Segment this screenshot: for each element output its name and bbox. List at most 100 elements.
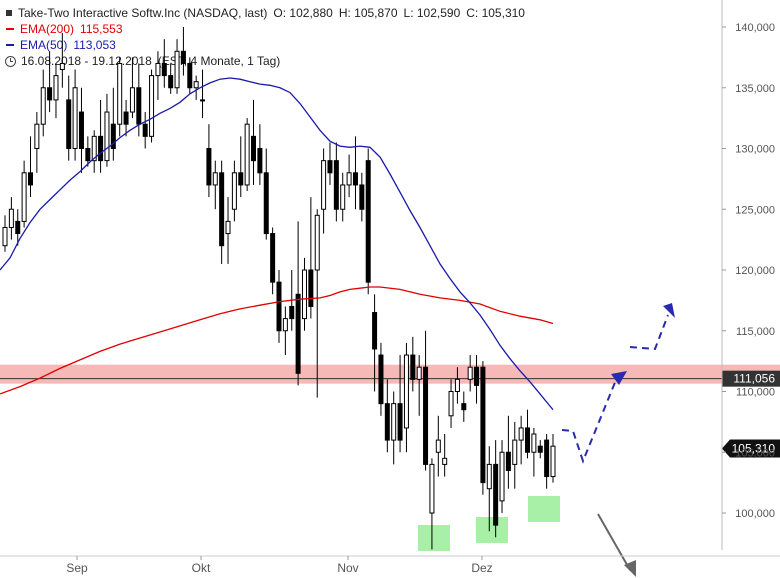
candle-body	[391, 403, 397, 441]
candle-body	[149, 75, 155, 137]
projection-path-2	[629, 314, 669, 351]
candle-body	[333, 160, 339, 210]
resistance-band: 111,056 105,310	[0, 364, 780, 458]
y-tick-label: 140,000	[735, 22, 775, 34]
candle-body	[257, 148, 263, 174]
ema50-swatch	[6, 44, 14, 46]
y-tick-label: 125,000	[735, 204, 775, 216]
candle-body	[270, 233, 276, 283]
ema200-swatch	[6, 28, 14, 30]
ema50-line	[0, 77, 554, 411]
instrument-title: Take-Two Interactive Softw.Inc (NASDAQ, …	[18, 6, 268, 20]
y-tick-label: 115,000	[736, 326, 775, 338]
candle-body	[493, 463, 499, 526]
candle-body	[174, 50, 180, 89]
candle-body	[27, 172, 33, 186]
candle-body	[244, 123, 250, 186]
ema200-value: 115,553	[80, 22, 123, 36]
candle-body	[91, 135, 97, 162]
candle-body	[537, 445, 543, 453]
candle-body	[219, 172, 225, 247]
legend-open: O: 102,880	[273, 6, 333, 20]
candle-body	[416, 366, 422, 380]
candle-body	[410, 354, 416, 380]
clock-icon	[5, 55, 16, 67]
resistance-zone	[0, 364, 780, 384]
x-tick-label: Dez	[471, 561, 492, 575]
candle-body	[161, 62, 167, 77]
candle-body	[21, 172, 27, 222]
candle-body	[486, 463, 492, 490]
candle-body	[66, 99, 72, 149]
candle-body	[8, 208, 14, 228]
candle-body	[123, 111, 129, 125]
candle-body	[34, 123, 40, 149]
candle-body	[365, 160, 371, 283]
candle-body	[251, 135, 257, 162]
candle-body	[340, 184, 346, 210]
y-tick-label: 135,000	[735, 83, 775, 95]
candle-body	[212, 172, 218, 186]
candle-body	[117, 62, 123, 125]
candle-body	[110, 123, 116, 149]
candle-body	[454, 378, 460, 393]
last-price-tag	[722, 439, 780, 458]
support-zone	[476, 517, 508, 543]
candle-body	[346, 172, 352, 186]
candle-body	[384, 403, 390, 441]
candles	[2, 27, 556, 550]
support-zone	[528, 496, 560, 522]
candle-body	[85, 148, 91, 162]
ema50-label: EMA(50)	[20, 38, 68, 52]
ema200-line	[0, 286, 554, 395]
resistance-tag-label: 111,056	[733, 372, 775, 386]
candle-body	[225, 220, 231, 235]
candle-body	[136, 87, 142, 125]
candle-body	[378, 354, 384, 405]
candle-body	[104, 111, 110, 162]
y-tick-label: 105,000	[735, 447, 775, 459]
candle-body	[47, 87, 53, 101]
candle-body	[2, 226, 8, 247]
support-zone	[418, 525, 450, 551]
candle-body	[168, 75, 174, 89]
candle-body	[155, 62, 161, 77]
candle-body	[474, 366, 480, 386]
x-tick-label: Nov	[337, 561, 358, 575]
projection-arrowhead-1	[611, 371, 627, 385]
candle-body	[372, 312, 378, 350]
candle-body	[142, 123, 148, 137]
candle-body	[423, 366, 429, 465]
legend-title-row: Take-Two Interactive Softw.Inc (NASDAQ, …	[4, 5, 525, 21]
candle-body	[289, 305, 295, 320]
x-tick-label: Sep	[66, 561, 88, 575]
candle-body	[238, 172, 244, 186]
candle-body	[531, 433, 537, 453]
legend-ema50-row: EMA(50) 113,053	[4, 37, 525, 53]
legend-low: L: 102,590	[403, 6, 461, 20]
candle-body	[461, 403, 467, 411]
candle-body	[352, 172, 358, 186]
x-tick-label: Okt	[192, 561, 211, 575]
support-zones	[418, 496, 560, 551]
y-tick-label: 100,000	[735, 508, 775, 520]
candle-body	[301, 269, 307, 320]
projection-path-1	[561, 379, 617, 464]
ema50-value: 113,053	[73, 38, 116, 52]
legend-close: C: 105,310	[466, 6, 525, 20]
candle-body	[78, 111, 84, 150]
candle-body	[327, 160, 333, 174]
candle-body	[276, 281, 282, 332]
candle-body	[448, 391, 454, 417]
resistance-tag	[722, 370, 780, 387]
candle-body	[314, 214, 320, 271]
candle-body	[72, 87, 78, 149]
candle-body	[505, 451, 511, 471]
candle-body	[359, 184, 365, 210]
candle-body	[193, 81, 199, 89]
candle-body	[429, 463, 435, 514]
candle-body	[403, 354, 409, 429]
candle-body	[59, 62, 65, 71]
